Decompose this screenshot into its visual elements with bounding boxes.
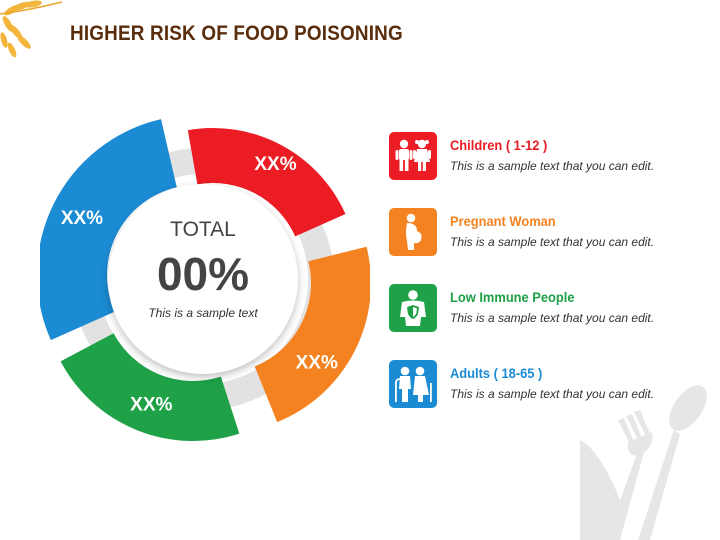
segment-children <box>187 128 346 237</box>
total-value: 00% <box>157 248 249 300</box>
center-disc <box>108 184 298 374</box>
wheat-icon <box>0 0 63 58</box>
legend-desc: This is a sample text that you can edit. <box>450 311 655 325</box>
legend-item-children: Children ( 1-12 ) This is a sample text … <box>389 132 709 208</box>
page-title: HIGHER RISK OF FOOD POISONING <box>70 22 403 45</box>
segment-children-label: XX% <box>254 154 296 175</box>
donut-chart: TOTAL 00% This is a sample text XX% XX% XX… <box>40 119 370 441</box>
shield-person-icon <box>389 284 437 332</box>
segment-low-immune-label: XX% <box>130 395 172 416</box>
legend-desc: This is a sample text that you can edit. <box>450 159 655 173</box>
legend-item-pregnant-woman: Pregnant Woman This is a sample text tha… <box>389 208 709 284</box>
elderly-couple-icon <box>389 360 437 408</box>
children-icon <box>389 132 437 180</box>
legend: Children ( 1-12 ) This is a sample text … <box>389 132 709 436</box>
segment-pregnant-woman <box>254 246 370 423</box>
legend-item-adults: Adults ( 18-65 ) This is a sample text t… <box>389 360 709 436</box>
segment-adults <box>40 119 177 341</box>
legend-title: Low Immune People <box>450 289 575 305</box>
legend-title: Children ( 1-12 ) <box>450 137 548 153</box>
legend-desc: This is a sample text that you can edit. <box>450 235 655 249</box>
segment-pregnant-woman-label: XX% <box>296 352 338 373</box>
legend-title: Pregnant Woman <box>450 213 556 229</box>
donut-subtitle: This is a sample text <box>148 306 258 320</box>
pregnant-woman-icon <box>389 208 437 256</box>
legend-desc: This is a sample text that you can edit. <box>450 387 655 401</box>
legend-title: Adults ( 18-65 ) <box>450 365 543 381</box>
cutlery-icon <box>580 385 707 540</box>
segment-low-immune <box>60 333 240 441</box>
total-label: TOTAL <box>170 218 236 241</box>
legend-item-low-immune-people: Low Immune People This is a sample text … <box>389 284 709 360</box>
segment-adults-label: XX% <box>61 208 103 229</box>
